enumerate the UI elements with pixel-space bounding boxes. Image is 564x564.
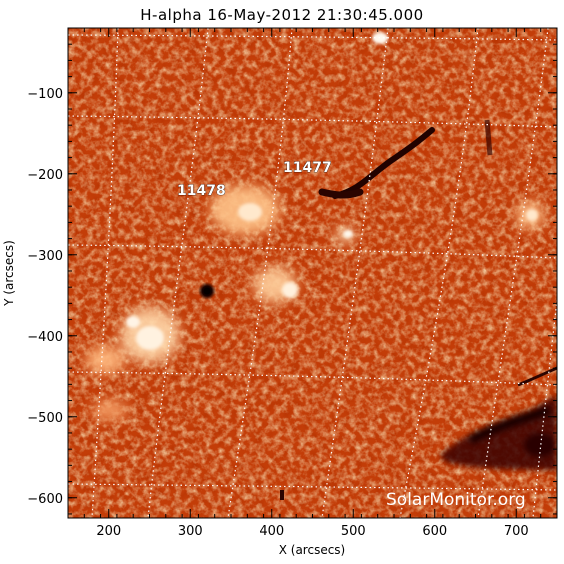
x-tick-label: 200 bbox=[96, 524, 121, 539]
filament-11477 bbox=[332, 127, 435, 199]
y-axis-title: Y (arcsecs) bbox=[2, 240, 16, 307]
image-title: H-alpha 16-May-2012 21:30:45.000 bbox=[140, 6, 424, 24]
y-tick-label: −200 bbox=[27, 168, 63, 183]
region-label-11477: 11477 bbox=[283, 160, 332, 176]
y-tick-label: −600 bbox=[27, 492, 63, 507]
y-tick-label: −500 bbox=[27, 411, 63, 426]
x-tick-label: 600 bbox=[422, 524, 447, 539]
solar-image: 11477 11478 SolarMonitor.org bbox=[68, 28, 557, 518]
watermark: SolarMonitor.org bbox=[386, 490, 526, 510]
y-tick-label: −100 bbox=[27, 87, 63, 102]
x-tick-label: 300 bbox=[178, 524, 203, 539]
x-tick-label: 700 bbox=[504, 524, 529, 539]
coordinate-grid bbox=[68, 28, 557, 518]
x-axis-title: X (arcsecs) bbox=[279, 543, 346, 557]
x-axis: 200 300 400 500 600 700 bbox=[67, 28, 558, 539]
dark-filament-region bbox=[440, 395, 557, 470]
y-tick-label: −400 bbox=[27, 330, 63, 345]
x-tick-label: 400 bbox=[259, 524, 284, 539]
y-axis: −100 −200 −300 −400 −500 −600 bbox=[27, 27, 557, 515]
region-label-11478: 11478 bbox=[177, 183, 226, 199]
plage-cores bbox=[126, 32, 538, 350]
x-tick-label: 500 bbox=[341, 524, 366, 539]
y-tick-label: −300 bbox=[27, 249, 63, 264]
